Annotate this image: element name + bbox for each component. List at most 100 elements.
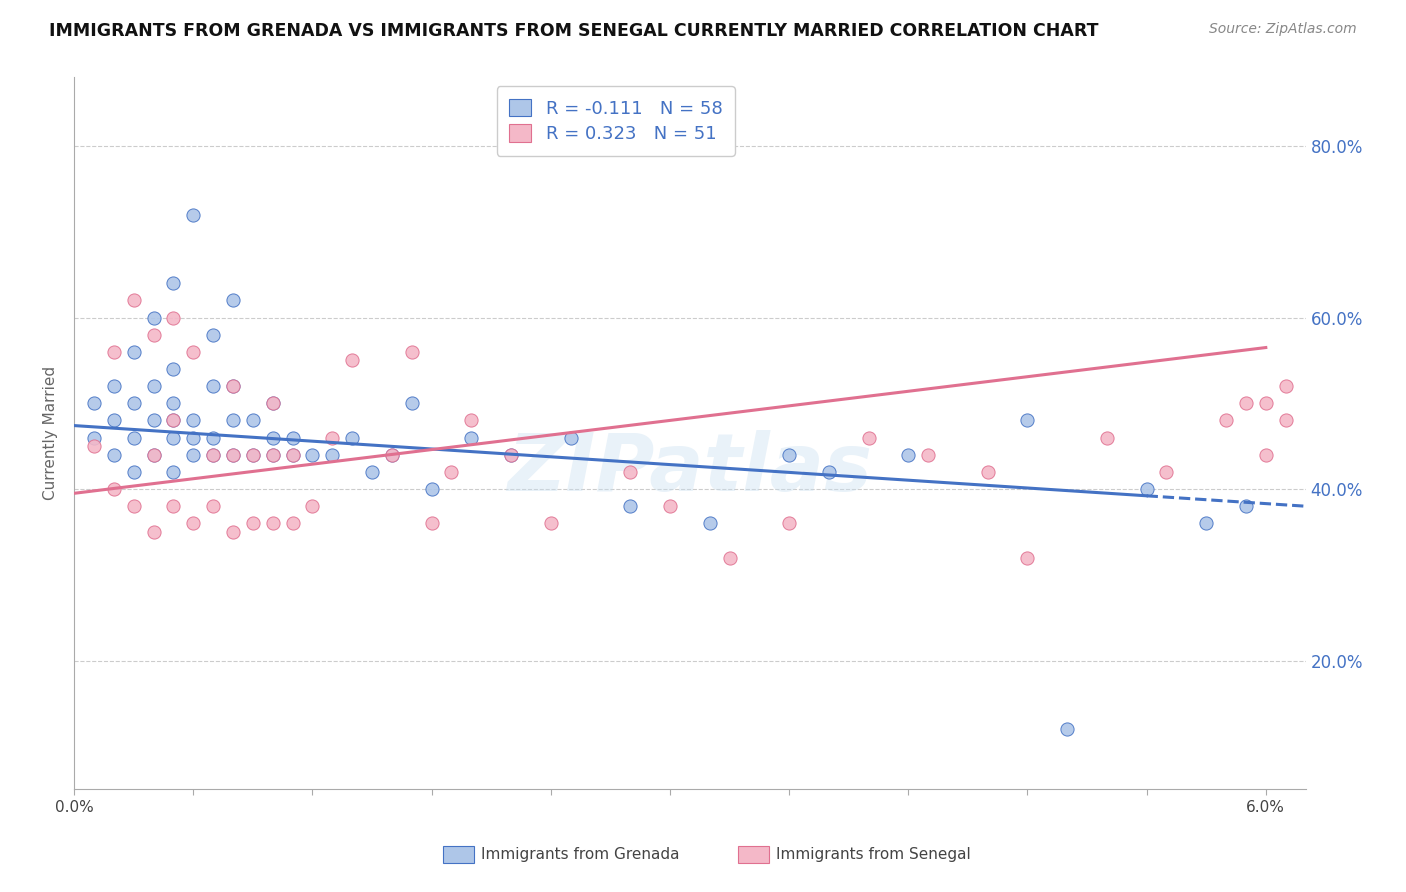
Point	[202, 499, 225, 513]
Point	[83, 431, 105, 445]
Point	[699, 516, 721, 531]
Point	[401, 344, 423, 359]
Point	[202, 448, 225, 462]
Point	[262, 396, 284, 410]
Point	[222, 448, 245, 462]
Text: Immigrants from Senegal: Immigrants from Senegal	[776, 847, 972, 862]
Point	[917, 448, 939, 462]
Point	[262, 448, 284, 462]
Point	[242, 413, 264, 427]
Point	[222, 524, 245, 539]
Point	[202, 448, 225, 462]
Point	[162, 277, 184, 291]
Point	[242, 448, 264, 462]
Point	[1056, 722, 1078, 736]
Point	[222, 413, 245, 427]
Point	[301, 499, 323, 513]
Point	[262, 396, 284, 410]
Point	[420, 482, 443, 496]
Point	[281, 516, 304, 531]
Point	[321, 431, 343, 445]
Point	[401, 396, 423, 410]
Point	[262, 431, 284, 445]
Point	[122, 465, 145, 479]
Point	[818, 465, 841, 479]
Point	[222, 293, 245, 308]
Point	[977, 465, 1000, 479]
Point	[122, 431, 145, 445]
Point	[103, 344, 125, 359]
Point	[222, 379, 245, 393]
Point	[242, 516, 264, 531]
Point	[181, 448, 204, 462]
Point	[181, 344, 204, 359]
Point	[122, 344, 145, 359]
Point	[122, 396, 145, 410]
Point	[142, 524, 165, 539]
Point	[1017, 550, 1039, 565]
Text: ZIPatlas: ZIPatlas	[508, 430, 872, 508]
Point	[381, 448, 404, 462]
Point	[262, 516, 284, 531]
Point	[619, 465, 641, 479]
Point	[162, 499, 184, 513]
Point	[103, 379, 125, 393]
Point	[619, 499, 641, 513]
Text: IMMIGRANTS FROM GRENADA VS IMMIGRANTS FROM SENEGAL CURRENTLY MARRIED CORRELATION: IMMIGRANTS FROM GRENADA VS IMMIGRANTS FR…	[49, 22, 1098, 40]
Point	[1215, 413, 1237, 427]
Point	[658, 499, 681, 513]
Point	[202, 431, 225, 445]
Point	[103, 448, 125, 462]
Point	[340, 431, 363, 445]
Point	[1254, 396, 1277, 410]
Point	[1195, 516, 1218, 531]
Point	[181, 431, 204, 445]
Point	[142, 413, 165, 427]
Point	[103, 482, 125, 496]
Y-axis label: Currently Married: Currently Married	[44, 367, 58, 500]
Point	[540, 516, 562, 531]
Point	[1136, 482, 1159, 496]
Point	[222, 379, 245, 393]
Point	[181, 413, 204, 427]
Point	[83, 396, 105, 410]
Point	[858, 431, 880, 445]
Point	[162, 362, 184, 376]
Point	[560, 431, 582, 445]
Point	[778, 448, 800, 462]
Point	[1254, 448, 1277, 462]
Point	[1156, 465, 1178, 479]
Point	[420, 516, 443, 531]
Point	[281, 431, 304, 445]
Point	[499, 448, 522, 462]
Point	[440, 465, 463, 479]
Point	[122, 293, 145, 308]
Point	[162, 431, 184, 445]
Point	[340, 353, 363, 368]
Point	[718, 550, 741, 565]
Point	[222, 448, 245, 462]
Point	[83, 439, 105, 453]
Point	[778, 516, 800, 531]
Point	[262, 448, 284, 462]
Point	[181, 516, 204, 531]
Point	[142, 379, 165, 393]
Text: Source: ZipAtlas.com: Source: ZipAtlas.com	[1209, 22, 1357, 37]
Point	[142, 448, 165, 462]
Point	[1274, 379, 1296, 393]
Point	[1234, 499, 1257, 513]
Point	[142, 310, 165, 325]
Point	[1095, 431, 1118, 445]
Point	[1274, 413, 1296, 427]
Point	[202, 327, 225, 342]
Point	[162, 413, 184, 427]
Point	[142, 448, 165, 462]
Point	[321, 448, 343, 462]
Point	[361, 465, 384, 479]
Text: Immigrants from Grenada: Immigrants from Grenada	[481, 847, 679, 862]
Point	[281, 448, 304, 462]
Point	[181, 208, 204, 222]
Point	[162, 413, 184, 427]
Point	[162, 396, 184, 410]
Point	[162, 310, 184, 325]
